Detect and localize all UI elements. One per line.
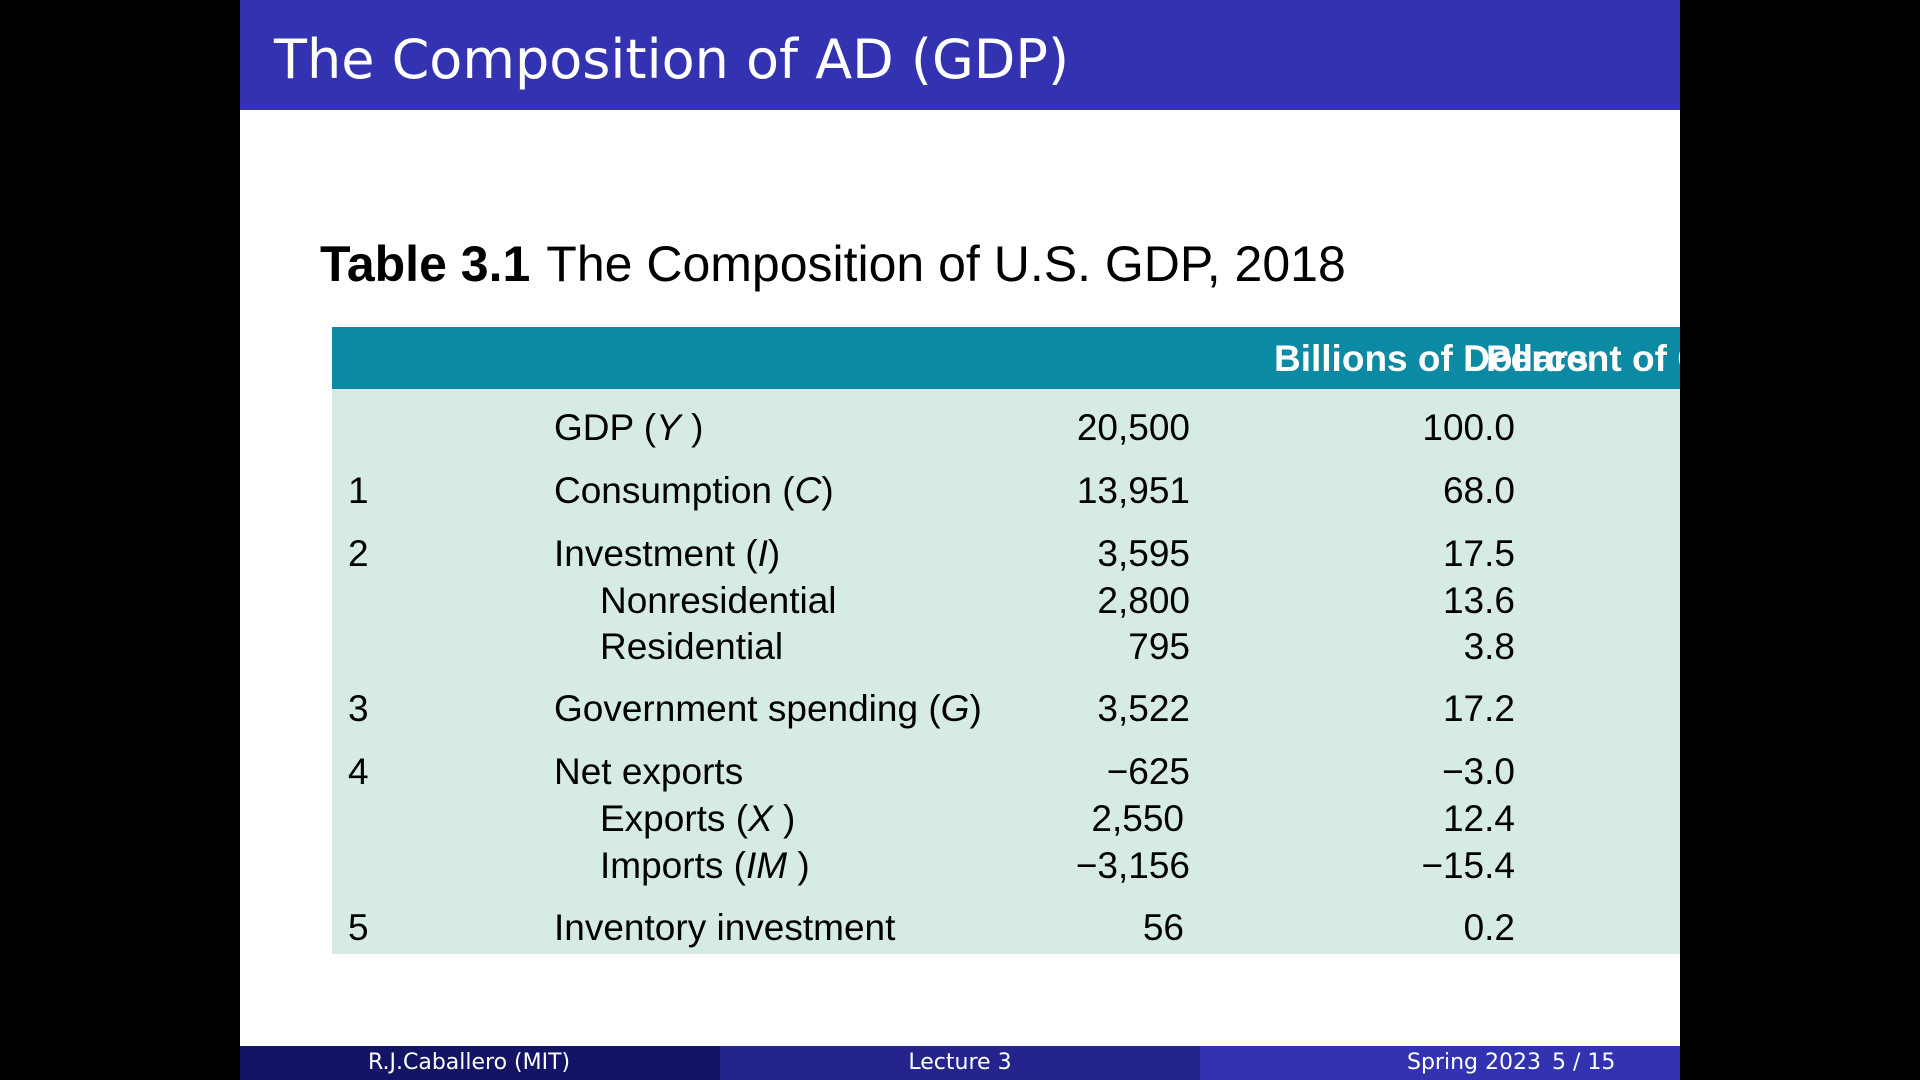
footer-date: Spring 2023 xyxy=(1407,1050,1541,1075)
table-caption: Table 3.1 The Composition of U.S. GDP, 20… xyxy=(320,234,1346,294)
row-billions: 3,522 xyxy=(1097,688,1190,729)
footer-lecture-section: Lecture 3 xyxy=(720,1046,1200,1080)
row-number: 2 xyxy=(348,533,369,574)
footer-author-section: R.J.Caballero (MIT) xyxy=(240,1046,720,1080)
row-billions: −3,156 xyxy=(1075,845,1190,886)
row-billions: 20,500 xyxy=(1076,407,1190,448)
row-billions: 13,951 xyxy=(1076,470,1190,511)
slide: The Composition of AD (GDP) Table 3.1 The… xyxy=(240,0,1680,1080)
row-billions: 56 xyxy=(1142,907,1184,948)
row-percent: 13.6 xyxy=(1442,580,1515,621)
row-billions: 2,550 xyxy=(1091,798,1184,839)
header-percent: Percent of GDP xyxy=(1486,338,1680,379)
table-row: Imports (IM ) −3,156 −15.4 xyxy=(332,843,1680,889)
footer-lecture: Lecture 3 xyxy=(908,1050,1012,1075)
row-percent: 68.0 xyxy=(1442,470,1515,511)
row-percent: 17.5 xyxy=(1442,533,1515,574)
row-label: Consumption (C) xyxy=(554,470,834,511)
row-label: Exports (X ) xyxy=(600,798,796,839)
table-row: 2 Investment (I) 3,595 17.5 xyxy=(332,531,1680,577)
row-billions: 2,800 xyxy=(1097,580,1190,621)
row-billions: −625 xyxy=(1106,751,1190,792)
row-percent: −15.4 xyxy=(1421,845,1515,886)
table-body: GDP (Y ) 20,500 100.0 1 Consumption (C) … xyxy=(332,389,1680,954)
table-caption-text: The Composition of U.S. GDP, 2018 xyxy=(546,236,1346,292)
row-label: Government spending (G) xyxy=(554,688,982,729)
row-label: Nonresidential xyxy=(600,580,837,621)
row-label: Residential xyxy=(600,626,784,667)
slide-title: The Composition of AD (GDP) xyxy=(274,28,1070,91)
row-number: 3 xyxy=(348,688,369,729)
table-row: 3 Government spending (G) 3,522 17.2 xyxy=(332,686,1680,732)
row-label: GDP (Y ) xyxy=(554,407,704,448)
row-percent: 100.0 xyxy=(1422,407,1515,448)
row-billions: 3,595 xyxy=(1097,533,1190,574)
row-percent: 3.8 xyxy=(1463,626,1515,667)
row-number: 1 xyxy=(348,470,369,511)
footer-author: R.J.Caballero (MIT) xyxy=(368,1050,571,1075)
row-percent: −3.0 xyxy=(1441,751,1515,792)
row-percent: 12.4 xyxy=(1442,798,1515,839)
table-row: 1 Consumption (C) 13,951 68.0 xyxy=(332,468,1680,514)
row-percent: 17.2 xyxy=(1442,688,1515,729)
header-billions: Billions of Dollars xyxy=(1274,338,1589,379)
table-row: 4 Net exports −625 −3.0 xyxy=(332,749,1680,795)
title-bar: The Composition of AD (GDP) xyxy=(240,0,1680,110)
footer-date-section: Spring 2023 5 / 15 xyxy=(1200,1046,1680,1080)
row-label: Inventory investment xyxy=(554,907,896,948)
row-label: Investment (I) xyxy=(554,533,781,574)
row-billions: 795 xyxy=(1128,626,1190,667)
table-row: Exports (X ) 2,550 12.4 xyxy=(332,796,1680,842)
table-row: GDP (Y ) 20,500 100.0 xyxy=(332,405,1680,451)
row-label: Net exports xyxy=(554,751,744,792)
row-number: 4 xyxy=(348,751,369,792)
row-number: 5 xyxy=(348,907,369,948)
table-header: Billions of Dollars Percent of GDP xyxy=(332,327,1680,389)
table-row: Residential 795 3.8 xyxy=(332,624,1680,670)
row-label: Imports (IM ) xyxy=(600,845,810,886)
table-number: Table 3.1 xyxy=(320,236,531,292)
table-row: 5 Inventory investment 56 0.2 xyxy=(332,905,1680,951)
page-number: 5 / 15 xyxy=(1552,1050,1616,1075)
table-row: Nonresidential 2,800 13.6 xyxy=(332,578,1680,624)
footer: R.J.Caballero (MIT) Lecture 3 Spring 202… xyxy=(240,1046,1680,1080)
row-percent: 0.2 xyxy=(1463,907,1515,948)
